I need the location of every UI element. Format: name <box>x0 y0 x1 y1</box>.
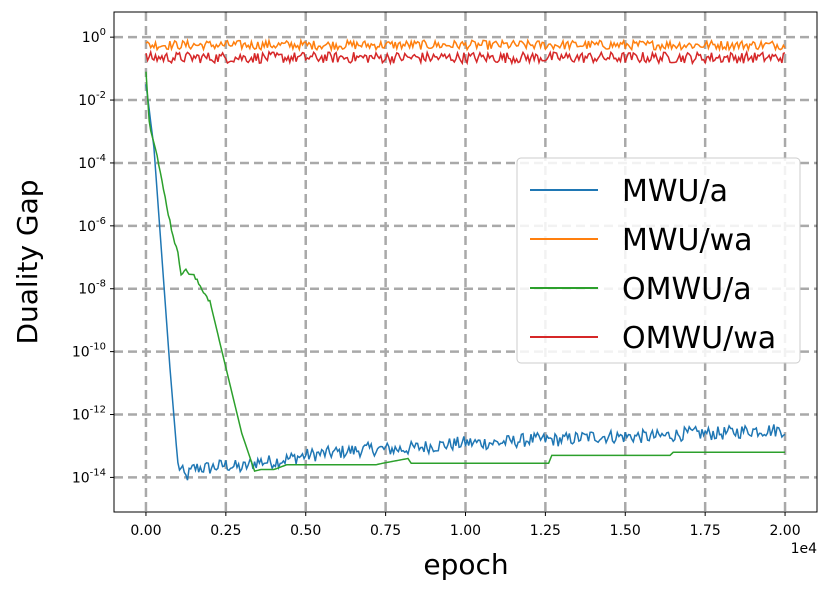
series-line-omwu-wa <box>145 49 786 66</box>
x-tick-label: 1.50 <box>610 523 641 539</box>
series-line-mwu-wa <box>145 37 786 53</box>
legend-frame <box>516 157 801 364</box>
x-tick-label: 0.25 <box>210 523 241 539</box>
legend-label: OMWU/a <box>622 272 752 307</box>
x-tick-label: 1.00 <box>450 523 481 539</box>
x-tick-label: 1.75 <box>690 523 721 539</box>
legend-label: MWU/a <box>622 174 728 209</box>
x-tick-label: 0.00 <box>130 523 161 539</box>
grid <box>114 12 817 512</box>
legend-label: MWU/wa <box>622 223 753 258</box>
legend: MWU/a MWU/wa OMWU/a OMWU/wa <box>516 157 801 364</box>
x-tick-label: 0.50 <box>290 523 321 539</box>
x-tick-label: 2.00 <box>769 523 800 539</box>
x-tick-label: 1.25 <box>530 523 561 539</box>
legend-label: OMWU/wa <box>622 321 776 356</box>
series-line-omwu-a <box>145 71 785 472</box>
x-axis-label: epoch <box>423 548 508 581</box>
x-offset-label: 1e4 <box>791 541 818 557</box>
y-axis-label: Duality Gap <box>11 179 44 344</box>
x-tick-label: 0.75 <box>370 523 401 539</box>
series-lines <box>145 37 786 481</box>
